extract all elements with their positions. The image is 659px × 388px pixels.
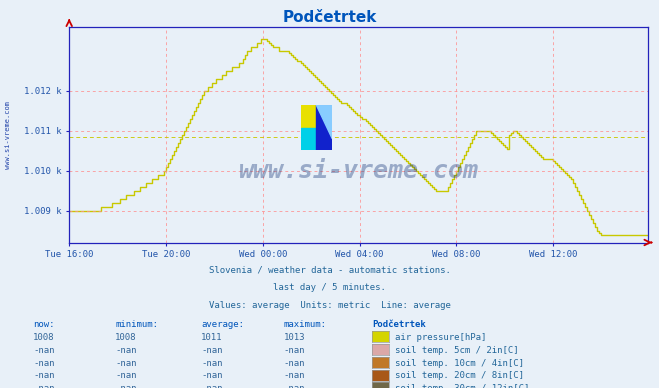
Text: Values: average  Units: metric  Line: average: Values: average Units: metric Line: aver… (208, 301, 451, 310)
Polygon shape (316, 105, 332, 139)
Text: -nan: -nan (283, 371, 305, 380)
Text: -nan: -nan (283, 384, 305, 388)
Text: -nan: -nan (201, 371, 223, 380)
Bar (301, 128, 316, 150)
Text: -nan: -nan (115, 346, 137, 355)
Text: -nan: -nan (33, 384, 55, 388)
Text: -nan: -nan (283, 346, 305, 355)
Text: -nan: -nan (201, 384, 223, 388)
Text: -nan: -nan (115, 359, 137, 367)
Text: -nan: -nan (33, 371, 55, 380)
Text: maximum:: maximum: (283, 320, 326, 329)
Text: 1008: 1008 (33, 333, 55, 342)
Text: -nan: -nan (201, 346, 223, 355)
Text: 1008: 1008 (115, 333, 137, 342)
Text: Podčetrtek: Podčetrtek (372, 320, 426, 329)
Text: -nan: -nan (115, 371, 137, 380)
Bar (301, 105, 316, 128)
Text: last day / 5 minutes.: last day / 5 minutes. (273, 283, 386, 292)
Text: -nan: -nan (283, 359, 305, 367)
Text: minimum:: minimum: (115, 320, 158, 329)
Text: -nan: -nan (33, 359, 55, 367)
Text: www.si-vreme.com: www.si-vreme.com (5, 101, 11, 169)
Text: www.si-vreme.com: www.si-vreme.com (239, 159, 478, 184)
Text: -nan: -nan (201, 359, 223, 367)
Text: Slovenia / weather data - automatic stations.: Slovenia / weather data - automatic stat… (208, 266, 451, 275)
Text: soil temp. 20cm / 8in[C]: soil temp. 20cm / 8in[C] (395, 371, 524, 380)
Text: 1013: 1013 (283, 333, 305, 342)
Polygon shape (316, 105, 332, 150)
Text: -nan: -nan (115, 384, 137, 388)
Text: -nan: -nan (33, 346, 55, 355)
Text: Podčetrtek: Podčetrtek (282, 10, 377, 25)
Text: soil temp. 10cm / 4in[C]: soil temp. 10cm / 4in[C] (395, 359, 524, 367)
Text: 1011: 1011 (201, 333, 223, 342)
Text: now:: now: (33, 320, 55, 329)
Text: average:: average: (201, 320, 244, 329)
Text: soil temp. 5cm / 2in[C]: soil temp. 5cm / 2in[C] (395, 346, 519, 355)
Text: air pressure[hPa]: air pressure[hPa] (395, 333, 486, 342)
Text: soil temp. 30cm / 12in[C]: soil temp. 30cm / 12in[C] (395, 384, 529, 388)
